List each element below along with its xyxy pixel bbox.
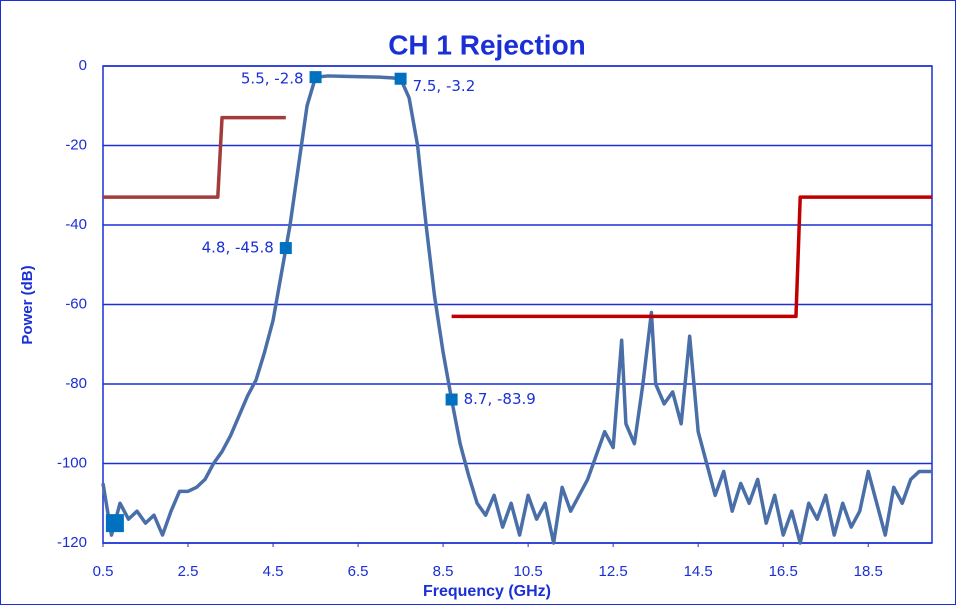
y-tick-label: -40 bbox=[65, 216, 87, 233]
plot-border bbox=[102, 65, 933, 544]
series-line bbox=[101, 74, 932, 545]
series-line bbox=[103, 115, 286, 199]
x-tick-label: 0.5 bbox=[93, 563, 114, 580]
y-tick-label: -120 bbox=[57, 534, 87, 551]
chart-title: CH 1 Rejection bbox=[388, 29, 586, 60]
data-label: 8.7, -83.9 bbox=[464, 390, 536, 408]
marker bbox=[105, 514, 124, 533]
y-tick-label: -20 bbox=[65, 136, 87, 153]
data-label: 7.5, -3.2 bbox=[413, 77, 476, 95]
marker bbox=[445, 393, 458, 406]
x-tick-label: 6.5 bbox=[348, 563, 369, 580]
marker bbox=[279, 242, 292, 255]
x-tick-label: 16.5 bbox=[769, 563, 798, 580]
x-tick-label: 8.5 bbox=[433, 563, 454, 580]
x-tick-label: 2.5 bbox=[178, 563, 199, 580]
data-label: 5.5, -2.8 bbox=[241, 70, 304, 88]
y-tick-label: -100 bbox=[57, 454, 87, 471]
x-axis-label: Frequency (GHz) bbox=[423, 583, 551, 600]
y-tick-label: -80 bbox=[65, 375, 87, 392]
x-tick-label: 12.5 bbox=[599, 563, 628, 580]
data-label: 4.8, -45.8 bbox=[202, 239, 274, 257]
series-line bbox=[451, 195, 932, 319]
x-tick-label: 14.5 bbox=[684, 563, 713, 580]
y-tick-label: 0 bbox=[79, 57, 87, 74]
marker bbox=[309, 71, 322, 84]
x-tick-label: 18.5 bbox=[854, 563, 883, 580]
x-tick-label: 10.5 bbox=[514, 563, 543, 580]
marker bbox=[394, 72, 407, 85]
y-axis-label: Power (dB) bbox=[19, 265, 36, 344]
x-tick-label: 4.5 bbox=[263, 563, 284, 580]
y-tick-label: -60 bbox=[65, 295, 87, 312]
